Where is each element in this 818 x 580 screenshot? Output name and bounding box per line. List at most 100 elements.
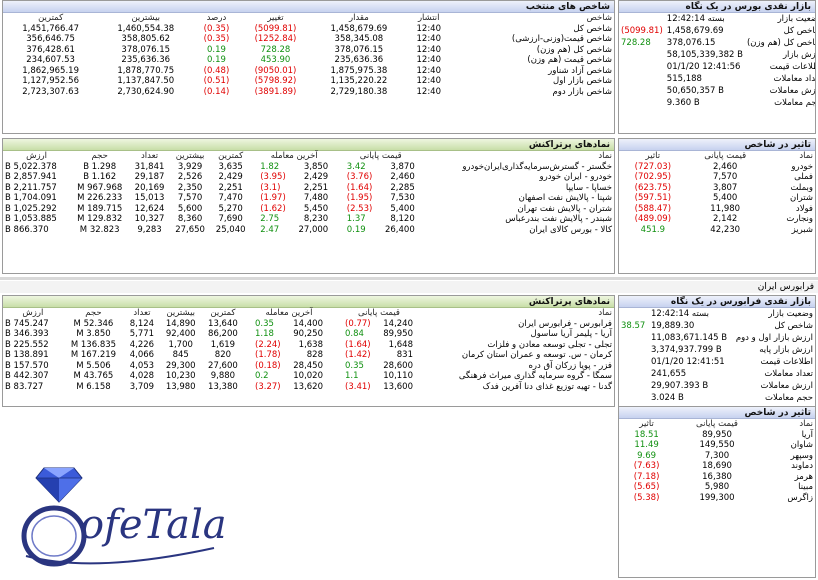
last-trade-cell: 5,450 (1.62) xyxy=(251,204,338,215)
last-trade-cell: 90,250 1.18 xyxy=(244,329,334,340)
trade-volume: 6.158 M xyxy=(76,381,111,392)
glance-value: 01/1/20 12:41:51 xyxy=(651,357,725,367)
last-trade: 28,450 xyxy=(293,360,323,371)
table-row[interactable]: شپنا - پالایش نفت اصفهان 7,530 (1.95) 7,480… xyxy=(3,193,614,204)
glance-label: اطلاعات قیمت xyxy=(760,357,813,367)
glance-value: 11,083,671.145 B xyxy=(651,333,728,343)
close-price-cell: 1,648 (1.64) xyxy=(334,340,424,351)
index-name: شاخص بازار دوم xyxy=(552,86,612,97)
trade-volume: 5.506 M xyxy=(76,360,111,371)
table-row[interactable]: سمگا - گروه سرمایه گذاری میراث فرهنگی 10,… xyxy=(3,371,614,382)
table-row[interactable]: شاخص بازار دوم 12:40 2,729,180.38 (3891.89)… xyxy=(3,87,614,98)
table-row[interactable]: شاخص بازار اول 12:40 1,135,220.22 (5798.92)… xyxy=(3,76,614,87)
index-percent: (0.35) xyxy=(203,23,230,34)
index-percent: (0.51) xyxy=(203,76,230,86)
index-impact: (727.03) xyxy=(634,161,672,172)
table-row[interactable]: فرابورس - فرابورس ایران 14,240 (0.77) 14,40… xyxy=(3,319,614,330)
index-max: 1,137,847.50 xyxy=(117,76,175,86)
symbol-name: وسپهر xyxy=(790,450,813,461)
table-row[interactable]: زاگرس 199,300 (5.38) xyxy=(619,493,815,504)
close-price: 2,460 xyxy=(713,161,738,172)
column-header: تعداد xyxy=(140,151,159,161)
table-row[interactable]: خساپا - سایپا 2,285(1.64) 2,251(3.1) 2,251 2… xyxy=(3,183,614,194)
column-header: نماد xyxy=(799,151,813,161)
table-header-row: نماد قیمت پایانی آخرین معامله کمترین بیشترین… xyxy=(3,151,614,162)
min-price: 86,200 xyxy=(208,329,238,339)
max-price: 5,600 xyxy=(177,203,203,214)
trade-value: 138.891 B xyxy=(5,350,49,360)
table-row[interactable]: فولاد 11,980 (588.47) xyxy=(619,204,815,215)
table-row[interactable]: گدنا - تهیه توزیع غذای دنا آفرین فدک 13,6… xyxy=(3,382,614,393)
index-impact: (702.95) xyxy=(634,172,672,182)
glance-row: اطلاعات قیمت 01/1/20 12:41:56 xyxy=(619,61,815,73)
trade-volume: 32.823 M xyxy=(79,224,120,235)
table-row[interactable]: شاخص کل (هم وزن) 12:40 378,076.15 728.28 0.1… xyxy=(3,45,614,56)
min-price: 13,640 xyxy=(208,318,238,329)
close-change: 0.35 xyxy=(345,360,364,371)
close-change: (2.53) xyxy=(346,203,373,214)
table-row[interactable]: دماوند 18,690 (7.63) xyxy=(619,461,815,472)
glance-value: 1,458,679.69 xyxy=(666,26,724,36)
table-row[interactable]: شاخص آزاد شناور 12:40 1,875,975.38 (9050.01… xyxy=(3,66,614,77)
table-row[interactable]: هرمز 16,380 (7.18) xyxy=(619,472,815,483)
table-row[interactable]: فملی 7,570 (702.95) xyxy=(619,172,815,183)
min-price: 7,690 xyxy=(218,214,243,224)
table-row[interactable]: خودرو 2,460 (727.03) xyxy=(619,162,815,173)
table-row[interactable]: تجلی - تجلی توسعه معادن و فلزات 1,648 (1.6… xyxy=(3,340,614,351)
table-row[interactable]: شبندر - پالایش نفت بندرعباس 8,120 1.37 8,23… xyxy=(3,214,614,225)
close-change: 0.84 xyxy=(345,329,364,339)
last-trade-cell: 3,850 1.82 xyxy=(251,162,338,173)
table-row[interactable]: وسپهر 7,300 9.69 xyxy=(619,451,815,462)
min-price: 2,251 xyxy=(218,182,243,193)
trade-volume: 43.765 M xyxy=(73,371,114,381)
index-min: 234,607.53 xyxy=(26,55,75,65)
table-row[interactable]: شاخص کل 12:40 1,458,679.69 (5099.81) (0.35) 1… xyxy=(3,24,614,35)
symbol-name: ونجارت xyxy=(786,214,813,224)
close-price: 199,300 xyxy=(699,492,735,503)
trade-volume: 52.346 M xyxy=(73,318,114,329)
section-separator xyxy=(0,277,818,280)
table-row[interactable]: خگستر - گسترش‌سرمایه‌گذاری‌ایران‌خودرو 3,… xyxy=(3,162,614,173)
close-price-cell: 7,530 (1.95) xyxy=(337,193,424,204)
table-row[interactable]: آریا - پلیمر آریا ساسول 89,950 0.84 90,250 1… xyxy=(3,329,614,340)
table-row[interactable]: شاوان 149,550 11.49 xyxy=(619,440,815,451)
glance-row: وضعیت بازار بسته 12:42:14 xyxy=(619,13,815,25)
symbol-name: شتران xyxy=(790,193,813,203)
glance-row: ارزش معاملات 29,907.393 B xyxy=(619,380,815,392)
table-row[interactable]: آریا 89,950 18.51 xyxy=(619,430,815,441)
close-change: (3.76) xyxy=(346,172,373,182)
table-row[interactable]: کالا - بورس کالای ایران 26,4000.19 27,0002… xyxy=(3,225,614,236)
last-trade: 14,400 xyxy=(293,318,323,329)
close-price: 7,530 xyxy=(390,193,415,203)
close-price: 1,648 xyxy=(388,339,413,350)
bourse-top-symbols-title: نمادهای پرتراکنش xyxy=(3,139,614,151)
glance-value: 19,889.30 xyxy=(651,321,695,331)
close-price-cell: 2,285 (1.64) xyxy=(337,183,424,194)
symbol-name: مبینا xyxy=(798,482,813,492)
min-price: 820 xyxy=(214,350,232,360)
last-trade-cell: 28,450 (0.18) xyxy=(244,361,334,372)
close-price: 7,570 xyxy=(713,172,738,182)
table-row[interactable]: شتران 5,400 (597.51) xyxy=(619,193,815,204)
trade-count: 20,169 xyxy=(134,182,165,193)
table-row[interactable]: شبریز 42,230 451.9 xyxy=(619,225,815,236)
table-row[interactable]: شاخص قیمت(وزنی-ارزشی) 12:40 358,345.08 (125… xyxy=(3,34,614,45)
glance-change xyxy=(619,97,665,109)
table-row[interactable]: مبینا 5,980 (5.65) xyxy=(619,482,815,493)
table-row[interactable]: خودرو - ایران‌ خودرو 2,460 (3.76) 2,429 (3.9… xyxy=(3,172,614,183)
index-min: 2,723,307.63 xyxy=(22,86,79,97)
table-row[interactable]: کرمان - س. توسعه و عمران استان کرمان 831 (… xyxy=(3,350,614,361)
table-row[interactable]: شاخص قیمت (هم وزن) 12:40 235,636.36 453.90 0… xyxy=(3,55,614,66)
close-change: (1.95) xyxy=(346,193,373,203)
index-value: 1,135,220.22 xyxy=(330,76,388,86)
table-row[interactable]: فزر - پویا زرکان آق دره 28,600 0.35 28,450 (… xyxy=(3,361,614,372)
symbol-name: خودرو xyxy=(791,161,813,172)
table-row[interactable]: وبملت 3,807 (623.75) xyxy=(619,183,815,194)
selected-indices-table: شاخص انتشار مقدار تغییر درصد بیشترین کمترین شا… xyxy=(3,13,614,97)
symbol-name: کالا - بورس کالای ایران xyxy=(529,224,612,235)
index-value: 2,729,180.38 xyxy=(330,86,388,97)
glance-value: بسته 12:42:14 xyxy=(651,309,709,319)
symbol-name: فرابورس - فرابورس ایران xyxy=(518,318,612,329)
table-row[interactable]: شتران - پالایش نفت تهران 5,400 (2.53) 5,450… xyxy=(3,204,614,215)
table-row[interactable]: ونجارت 2,142 (489.09) xyxy=(619,214,815,225)
